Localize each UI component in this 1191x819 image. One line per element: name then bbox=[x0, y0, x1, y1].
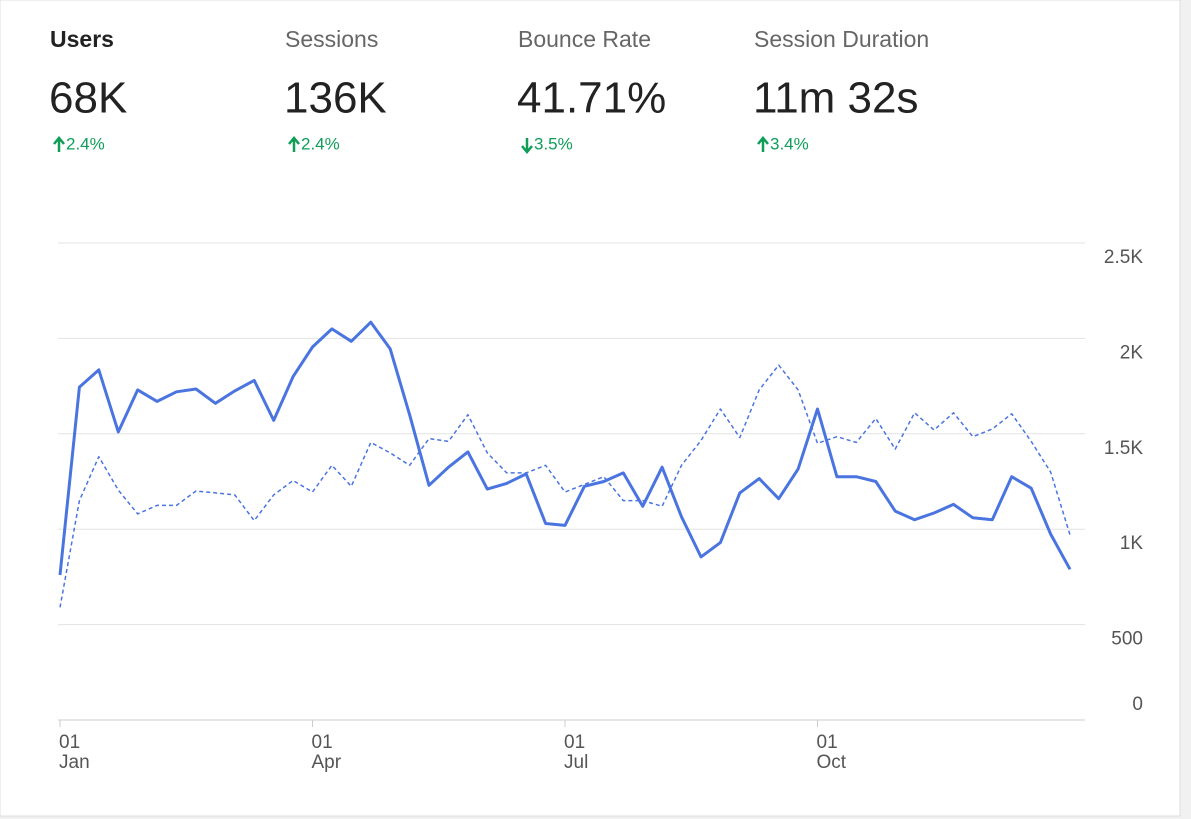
metric-change: 3.4% bbox=[770, 134, 809, 153]
metric-tab[interactable]: Bounce Rate 41.71% 3.5% bbox=[517, 26, 666, 154]
trend-arrow bbox=[757, 136, 769, 152]
x-tick-label: 01 Oct bbox=[817, 732, 847, 773]
trend-arrow bbox=[53, 136, 65, 152]
y-tick-label: 500 bbox=[1111, 629, 1143, 650]
x-tick-label: 01 Jul bbox=[564, 732, 588, 773]
trend-arrow bbox=[288, 136, 300, 152]
y-tick-label: 2K bbox=[1120, 342, 1144, 363]
metric-label: Session Duration bbox=[754, 26, 929, 52]
y-tick-label: 1.5K bbox=[1104, 438, 1143, 459]
metric-tab[interactable]: Sessions 136K 2.4% bbox=[284, 26, 387, 153]
metric-value: 41.71% bbox=[517, 74, 666, 123]
x-tick-label: 01 Jan bbox=[59, 732, 90, 773]
y-tick-label: 2.5K bbox=[1104, 247, 1143, 268]
metric-label: Users bbox=[50, 26, 114, 52]
x-tick-label: 01 Apr bbox=[312, 732, 342, 773]
y-tick-label: 0 bbox=[1132, 694, 1143, 715]
metric-tab[interactable]: Users 68K 2.4% bbox=[49, 26, 127, 153]
comparison-line bbox=[59, 364, 1071, 608]
metric-change: 2.4% bbox=[66, 134, 105, 153]
metric-value: 68K bbox=[49, 74, 127, 123]
data-line bbox=[58, 320, 1072, 576]
metric-value: 11m 32s bbox=[753, 74, 919, 123]
y-tick-label: 1K bbox=[1120, 533, 1144, 554]
metric-label: Bounce Rate bbox=[518, 26, 651, 52]
metric-change: 3.5% bbox=[534, 134, 573, 153]
metric-change: 2.4% bbox=[301, 134, 340, 153]
metric-tab[interactable]: Session Duration 11m 32s 3.4% bbox=[753, 26, 929, 153]
trend-arrow bbox=[521, 138, 533, 154]
metric-label: Sessions bbox=[285, 26, 378, 52]
metric-value: 136K bbox=[284, 74, 387, 123]
